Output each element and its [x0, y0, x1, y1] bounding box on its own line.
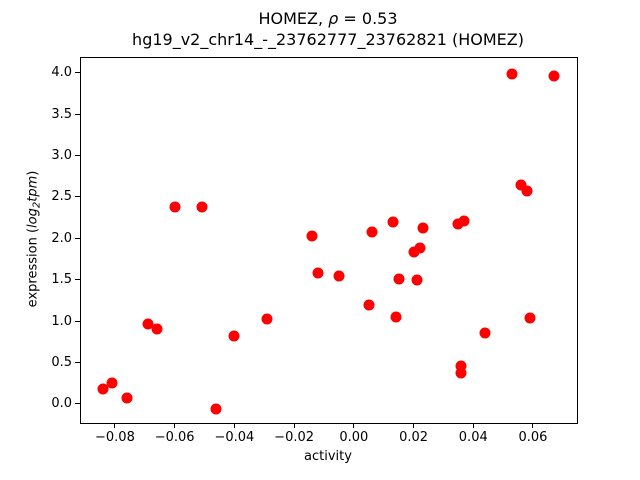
y-tick-label: 0.0 — [51, 396, 72, 412]
y-tick-mark — [75, 72, 80, 74]
data-point — [455, 367, 467, 379]
y-tick-mark — [75, 196, 80, 198]
y-tick-mark — [75, 361, 80, 363]
data-point — [142, 318, 154, 329]
y-tick-label: 3.0 — [51, 147, 72, 163]
x-tick-mark — [472, 423, 474, 428]
data-point — [411, 274, 423, 286]
chart-subtitle: hg19_v2_chr14_-_23762777_23762821 (HOMEZ… — [132, 30, 524, 49]
y-tick-label: 4.0 — [51, 65, 72, 81]
data-point — [121, 392, 133, 404]
data-point — [97, 383, 109, 395]
title-prefix: HOMEZ, — [258, 9, 329, 28]
data-point — [455, 360, 467, 372]
title-suffix: = 0.53 — [338, 9, 398, 28]
data-point — [261, 313, 273, 325]
y-tick-label: 1.5 — [51, 272, 72, 288]
data-point — [414, 242, 426, 254]
x-tick-label: 0.06 — [518, 430, 548, 445]
data-point — [393, 273, 405, 285]
y-tick-label: 2.5 — [51, 189, 72, 205]
x-tick-label: −0.08 — [95, 430, 135, 445]
data-point — [228, 330, 240, 342]
x-tick-mark — [532, 423, 534, 428]
x-tick-mark — [353, 423, 355, 428]
data-point — [312, 267, 324, 279]
y-tick-mark — [75, 237, 80, 239]
x-tick-mark — [174, 423, 176, 428]
y-tick-label: 1.0 — [51, 313, 72, 329]
data-point — [521, 185, 533, 197]
x-tick-mark — [293, 423, 295, 428]
data-point — [390, 311, 402, 323]
rho-symbol: ρ — [328, 9, 339, 28]
x-tick-label: −0.02 — [274, 430, 315, 445]
x-tick-mark — [233, 423, 235, 428]
data-point — [333, 270, 345, 282]
y-tick-mark — [75, 113, 80, 115]
x-tick-mark — [114, 423, 116, 428]
y-tick-mark — [75, 154, 80, 156]
data-point — [452, 218, 464, 230]
data-point — [106, 377, 118, 389]
data-point — [196, 201, 208, 213]
data-point — [151, 323, 163, 335]
y-tick-label: 0.5 — [51, 354, 72, 370]
y-tick-mark — [75, 320, 80, 322]
y-tick-mark — [75, 403, 80, 405]
data-point — [548, 70, 560, 82]
data-point — [515, 179, 527, 191]
data-point — [479, 327, 491, 339]
x-tick-label: −0.06 — [154, 430, 195, 445]
data-point — [408, 246, 420, 257]
y-tick-mark — [75, 279, 80, 281]
data-point — [458, 215, 470, 227]
y-tick-label: 3.5 — [51, 106, 72, 122]
data-point — [210, 403, 222, 415]
y-tick-label: 2.0 — [51, 230, 72, 246]
data-point — [387, 216, 399, 228]
data-point — [506, 68, 518, 80]
x-axis-label: activity — [304, 449, 352, 464]
data-point — [417, 222, 428, 234]
chart-title-block: HOMEZ, ρ = 0.53 hg19_v2_chr14_-_23762777… — [80, 8, 576, 50]
chart-title: HOMEZ, ρ = 0.53 — [80, 8, 576, 29]
x-tick-label: −0.04 — [214, 430, 255, 445]
data-point — [524, 312, 536, 324]
x-tick-label: 0.02 — [399, 430, 429, 445]
data-point — [169, 201, 181, 213]
x-tick-label: 0.00 — [339, 430, 369, 445]
data-point — [366, 226, 378, 238]
plot-area — [80, 57, 578, 424]
x-tick-mark — [413, 423, 415, 428]
data-point — [306, 230, 318, 242]
data-point — [363, 299, 375, 311]
x-tick-label: 0.04 — [458, 430, 488, 445]
